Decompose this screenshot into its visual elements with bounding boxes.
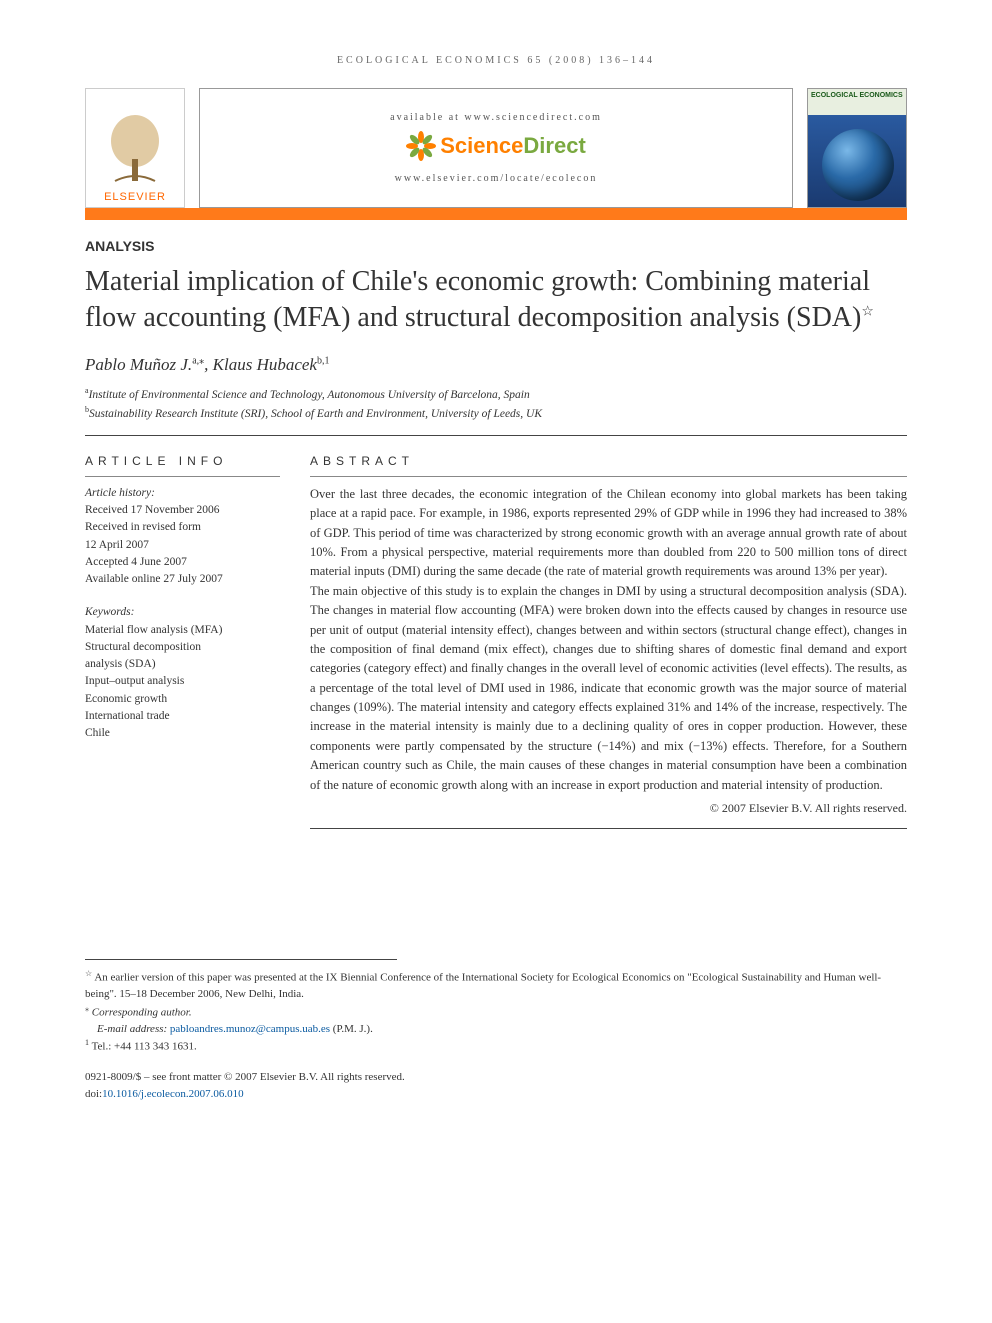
- article-info-column: ARTICLE INFO Article history: Received 1…: [85, 454, 280, 829]
- footnote-corresponding: ⁎ Corresponding author.: [85, 1003, 907, 1021]
- elsevier-tree-icon: [100, 111, 170, 191]
- keyword: International trade: [85, 708, 280, 725]
- abstract-copyright: © 2007 Elsevier B.V. All rights reserved…: [310, 801, 907, 816]
- abstract-column: ABSTRACT Over the last three decades, th…: [310, 454, 907, 829]
- doi-line: doi:10.1016/j.ecolecon.2007.06.010: [85, 1086, 907, 1103]
- front-matter-line: 0921-8009/$ – see front matter © 2007 El…: [85, 1069, 907, 1086]
- history-item: Received in revised form: [85, 519, 280, 536]
- abstract-para: The main objective of this study is to e…: [310, 582, 907, 795]
- doi-link[interactable]: 10.1016/j.ecolecon.2007.06.010: [102, 1088, 243, 1100]
- history-item: 12 April 2007: [85, 537, 280, 554]
- keyword: Structural decomposition: [85, 639, 280, 656]
- sd-flower-icon: [406, 131, 436, 161]
- keywords-block: Keywords: Material flow analysis (MFA) S…: [85, 604, 280, 742]
- article-history: Article history: Received 17 November 20…: [85, 485, 280, 589]
- history-item: Received 17 November 2006: [85, 502, 280, 519]
- journal-cover-thumbnail: ECOLOGICAL ECONOMICS: [807, 88, 907, 208]
- journal-cover-title: ECOLOGICAL ECONOMICS: [811, 92, 903, 100]
- horizontal-rule: [310, 828, 907, 829]
- journal-url: www.elsevier.com/locate/ecolecon: [395, 173, 598, 184]
- affiliations: aInstitute of Environmental Science and …: [85, 385, 907, 423]
- affiliation-b: bSustainability Research Institute (SRI)…: [85, 404, 907, 423]
- affiliation-a: aInstitute of Environmental Science and …: [85, 385, 907, 404]
- article-info-heading: ARTICLE INFO: [85, 454, 280, 468]
- elsevier-wordmark: ELSEVIER: [104, 191, 166, 207]
- footnote-tel: 1 Tel.: +44 113 343 1631.: [85, 1037, 907, 1055]
- abstract-text: Over the last three decades, the economi…: [310, 485, 907, 795]
- keywords-label: Keywords:: [85, 604, 280, 621]
- abstract-para: Over the last three decades, the economi…: [310, 485, 907, 582]
- globe-icon: [822, 129, 894, 201]
- article-title: Material implication of Chile's economic…: [85, 264, 907, 337]
- sciencedirect-logo: ScienceDirect: [406, 131, 586, 161]
- available-at-text: available at www.sciencedirect.com: [390, 112, 602, 123]
- keyword: Input–output analysis: [85, 673, 280, 690]
- history-label: Article history:: [85, 485, 280, 502]
- sciencedirect-header: available at www.sciencedirect.com: [199, 88, 793, 208]
- authors-line: Pablo Muñoz J.a,⁎, Klaus Hubacekb,1: [85, 355, 907, 375]
- sciencedirect-wordmark: ScienceDirect: [440, 133, 586, 159]
- elsevier-logo: ELSEVIER: [85, 88, 185, 208]
- footnotes-rule: [85, 959, 397, 968]
- keyword: analysis (SDA): [85, 656, 280, 673]
- title-footnote-marker: ☆: [861, 305, 874, 320]
- running-head: ECOLOGICAL ECONOMICS 65 (2008) 136–144: [85, 55, 907, 66]
- horizontal-rule: [85, 435, 907, 436]
- keyword: Chile: [85, 725, 280, 742]
- history-item: Accepted 4 June 2007: [85, 554, 280, 571]
- orange-divider-bar: [85, 208, 907, 220]
- journal-header: ELSEVIER available at www.sciencedirect.…: [85, 88, 907, 208]
- footnote-email: E-mail address: pabloandres.munoz@campus…: [85, 1021, 907, 1038]
- footnote-star: ☆ An earlier version of this paper was p…: [85, 968, 907, 1003]
- keyword: Economic growth: [85, 691, 280, 708]
- footnotes: ☆ An earlier version of this paper was p…: [85, 968, 907, 1055]
- keyword: Material flow analysis (MFA): [85, 622, 280, 639]
- abstract-heading: ABSTRACT: [310, 454, 907, 468]
- article-type-label: ANALYSIS: [85, 238, 907, 254]
- doi-block: 0921-8009/$ – see front matter © 2007 El…: [85, 1069, 907, 1102]
- email-link[interactable]: pabloandres.munoz@campus.uab.es: [170, 1023, 330, 1035]
- history-item: Available online 27 July 2007: [85, 571, 280, 588]
